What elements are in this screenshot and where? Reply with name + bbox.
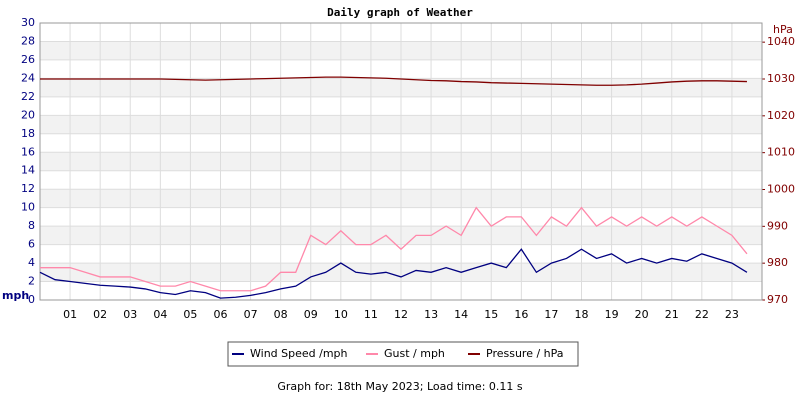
y2-tick-label: 1030 <box>767 72 795 85</box>
x-tick-label: 21 <box>665 308 679 321</box>
x-tick-label: 08 <box>274 308 288 321</box>
x-tick-label: 17 <box>544 308 558 321</box>
x-tick-label: 03 <box>123 308 137 321</box>
x-tick-label: 12 <box>394 308 408 321</box>
x-tick-label: 06 <box>214 308 228 321</box>
y-axis-label: mph <box>2 289 29 302</box>
x-tick-label: 01 <box>63 308 77 321</box>
y-tick-label: 14 <box>21 164 35 177</box>
x-tick-label: 22 <box>695 308 709 321</box>
y-tick-label: 28 <box>21 34 35 47</box>
legend-label: Gust / mph <box>384 347 445 360</box>
y-tick-label: 12 <box>21 182 35 195</box>
legend-box <box>227 341 579 367</box>
y-tick-label: 2 <box>28 275 35 288</box>
legend-label: Wind Speed /mph <box>250 347 348 360</box>
y-tick-label: 10 <box>21 201 35 214</box>
y-tick-label: 30 <box>21 16 35 29</box>
y-tick-label: 18 <box>21 127 35 140</box>
y-tick-label: 16 <box>21 145 35 158</box>
series-line <box>40 206 748 292</box>
chart-title: Daily graph of Weather <box>327 6 473 19</box>
x-tick-label: 13 <box>424 308 438 321</box>
y-tick-label: 22 <box>21 90 35 103</box>
y-tick-label: 26 <box>21 53 35 66</box>
y2-tick-label: 1040 <box>767 35 795 48</box>
x-tick-label: 10 <box>334 308 348 321</box>
x-tick-label: 04 <box>153 308 167 321</box>
y-tick-label: 8 <box>28 219 35 232</box>
x-tick-label: 23 <box>725 308 739 321</box>
x-tick-label: 09 <box>304 308 318 321</box>
plot-frame <box>39 22 763 301</box>
y2-tick-label: 1000 <box>767 182 795 195</box>
x-tick-label: 14 <box>454 308 468 321</box>
x-tick-label: 19 <box>605 308 619 321</box>
y2-tick-label: 980 <box>767 256 788 269</box>
y2-tick-label: 1010 <box>767 146 795 159</box>
y-tick-label: 24 <box>21 71 35 84</box>
footer: Graph for: 18th May 2023; Load time: 0.1… <box>277 380 523 393</box>
y2-tick-label: 990 <box>767 219 788 232</box>
x-tick-label: 15 <box>484 308 498 321</box>
x-tick-label: 02 <box>93 308 107 321</box>
legend-label: Pressure / hPa <box>486 347 564 360</box>
x-tick-label: 07 <box>244 308 258 321</box>
y-tick-label: 20 <box>21 108 35 121</box>
y-tick-label: 4 <box>28 256 35 269</box>
series-line <box>39 248 748 299</box>
y2-tick-label: 970 <box>767 293 788 306</box>
series-line <box>40 76 747 86</box>
y2-tick-label: 1020 <box>767 109 795 122</box>
y-tick-label: 0 <box>28 293 35 306</box>
x-tick-label: 20 <box>635 308 649 321</box>
y2-axis-label: hPa <box>773 23 793 36</box>
y-tick-label: 6 <box>28 238 35 251</box>
x-tick-label: 11 <box>364 308 378 321</box>
x-tick-label: 18 <box>575 308 589 321</box>
x-tick-label: 16 <box>514 308 528 321</box>
x-tick-label: 05 <box>183 308 197 321</box>
